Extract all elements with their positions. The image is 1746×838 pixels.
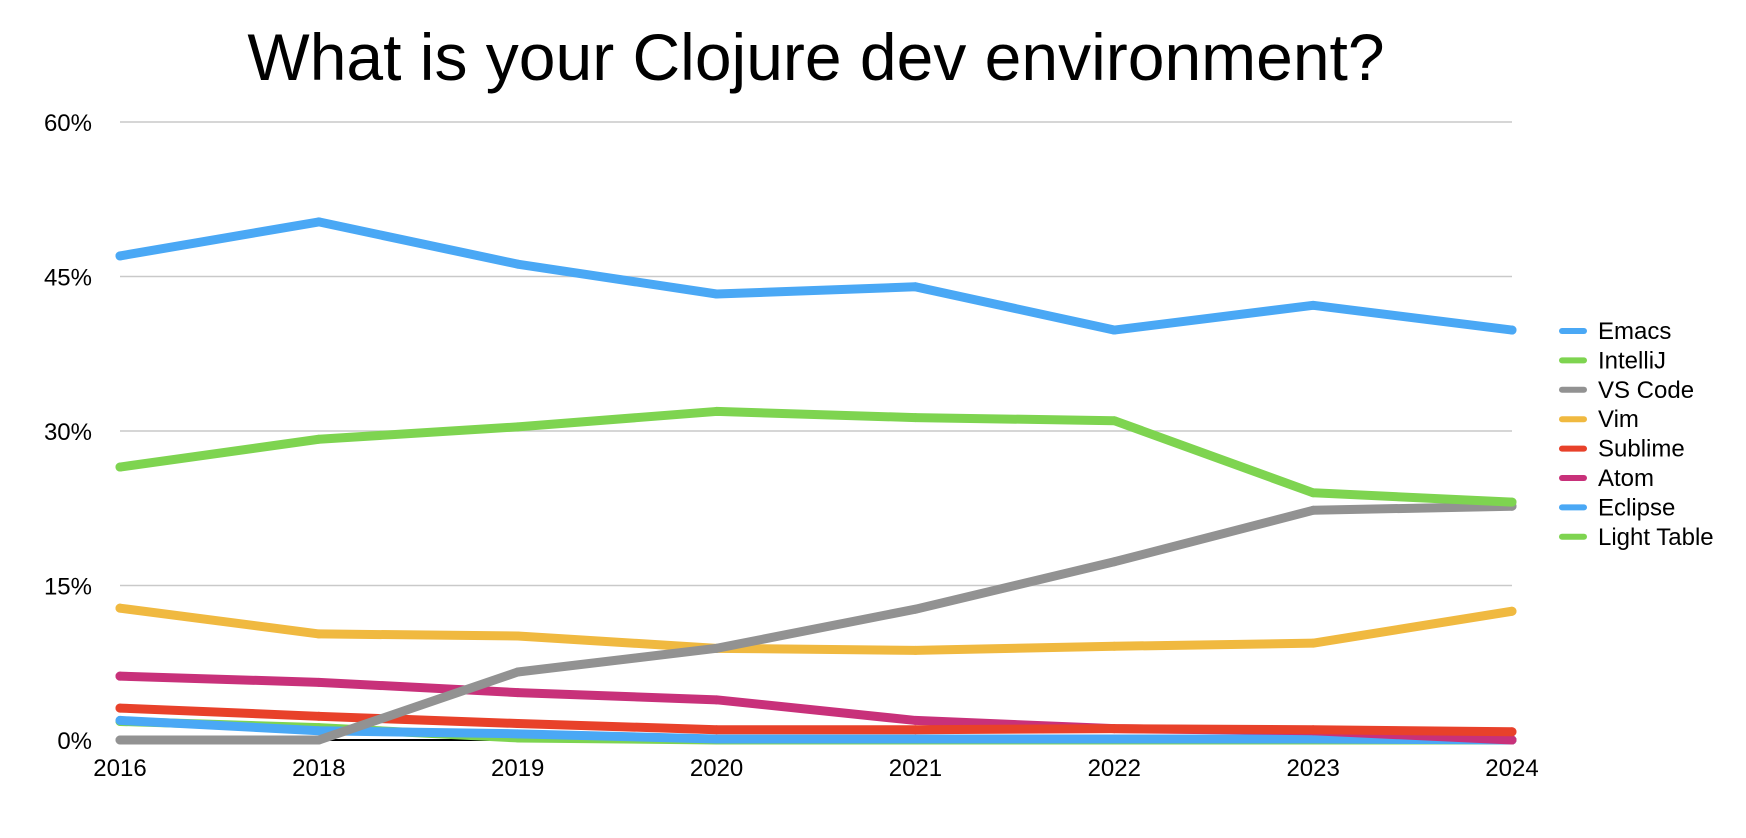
axes: 0% 15% 30% 45% 60% 2016 2018 2019 2020 2021 2022 20… bbox=[44, 110, 1539, 782]
data-point-intellij-2016 bbox=[115, 462, 125, 472]
x-tick-label: 2019 bbox=[491, 755, 544, 782]
data-point-sublime-2018 bbox=[314, 711, 324, 721]
series-intellij bbox=[115, 406, 1517, 507]
data-point-sublime-2020 bbox=[712, 725, 722, 735]
data-point-vs-code-2016 bbox=[115, 735, 125, 745]
data-point-sublime-2021 bbox=[910, 725, 920, 735]
data-point-vim-2021 bbox=[910, 645, 920, 655]
chart-title: What is your Clojure dev environment? bbox=[247, 20, 1384, 94]
data-point-intellij-2021 bbox=[910, 413, 920, 423]
legend-item-emacs: Emacs bbox=[1559, 318, 1671, 345]
x-tick-label: 2018 bbox=[292, 755, 345, 782]
data-point-vim-2023 bbox=[1308, 638, 1318, 648]
data-point-eclipse-2016 bbox=[115, 715, 125, 725]
data-point-vs-code-2018 bbox=[314, 735, 324, 745]
data-point-emacs-2016 bbox=[115, 251, 125, 261]
y-tick-label: 15% bbox=[44, 574, 92, 601]
data-point-sublime-2019 bbox=[513, 719, 523, 729]
data-point-emacs-2024 bbox=[1507, 325, 1517, 335]
data-point-sublime-2024 bbox=[1507, 727, 1517, 737]
data-point-eclipse-2020 bbox=[712, 734, 722, 744]
series-line-sublime bbox=[115, 703, 1517, 737]
legend-label: Light Table bbox=[1598, 524, 1714, 551]
data-point-atom-2018 bbox=[314, 677, 324, 687]
x-tick-label: 2023 bbox=[1286, 755, 1339, 782]
data-point-vim-2016 bbox=[115, 603, 125, 613]
data-point-emacs-2020 bbox=[712, 289, 722, 299]
series-line-vs-code bbox=[115, 501, 1517, 745]
series-lines bbox=[115, 217, 1517, 745]
data-point-vs-code-2020 bbox=[712, 643, 722, 653]
data-point-vs-code-2019 bbox=[513, 667, 523, 677]
legend-item-atom: Atom bbox=[1559, 465, 1654, 492]
legend-label: Atom bbox=[1598, 465, 1654, 492]
data-point-vim-2024 bbox=[1507, 606, 1517, 616]
x-tick-label: 2020 bbox=[690, 755, 743, 782]
data-point-atom-2019 bbox=[513, 688, 523, 698]
legend-item-sublime: Sublime bbox=[1559, 436, 1685, 463]
data-point-eclipse-2022 bbox=[1109, 734, 1119, 744]
legend-label: Eclipse bbox=[1598, 494, 1675, 521]
series-emacs bbox=[115, 217, 1517, 335]
data-point-emacs-2021 bbox=[910, 282, 920, 292]
series-vs-code bbox=[115, 501, 1517, 745]
data-point-intellij-2020 bbox=[712, 406, 722, 416]
legend-label: Sublime bbox=[1598, 436, 1685, 463]
data-point-atom-2020 bbox=[712, 695, 722, 705]
x-tick-label: 2022 bbox=[1088, 755, 1141, 782]
data-point-vim-2019 bbox=[513, 631, 523, 641]
data-point-vs-code-2023 bbox=[1308, 505, 1318, 515]
y-tick-label: 45% bbox=[44, 265, 92, 292]
data-point-sublime-2023 bbox=[1308, 725, 1318, 735]
series-line-vim bbox=[115, 603, 1517, 655]
data-point-atom-2016 bbox=[115, 671, 125, 681]
data-point-intellij-2024 bbox=[1507, 497, 1517, 507]
data-point-atom-2021 bbox=[910, 715, 920, 725]
data-point-eclipse-2021 bbox=[910, 734, 920, 744]
y-tick-label: 30% bbox=[44, 419, 92, 446]
data-point-sublime-2016 bbox=[115, 703, 125, 713]
y-tick-label: 0% bbox=[57, 728, 92, 755]
data-point-vim-2018 bbox=[314, 629, 324, 639]
data-point-emacs-2019 bbox=[513, 259, 523, 269]
data-point-vs-code-2021 bbox=[910, 604, 920, 614]
series-line-intellij bbox=[115, 406, 1517, 507]
legend-label: Emacs bbox=[1598, 318, 1671, 345]
data-point-eclipse-2023 bbox=[1308, 734, 1318, 744]
data-point-intellij-2023 bbox=[1308, 488, 1318, 498]
data-point-emacs-2023 bbox=[1308, 300, 1318, 310]
x-tick-label: 2021 bbox=[889, 755, 942, 782]
data-point-vim-2022 bbox=[1109, 641, 1119, 651]
data-point-atom-2024 bbox=[1507, 735, 1517, 745]
legend-label: VS Code bbox=[1598, 377, 1694, 404]
data-point-eclipse-2018 bbox=[314, 726, 324, 736]
legend-item-intellij: IntelliJ bbox=[1559, 347, 1666, 374]
x-tick-label: 2024 bbox=[1485, 755, 1538, 782]
data-point-intellij-2018 bbox=[314, 434, 324, 444]
legend-item-vim: Vim bbox=[1559, 406, 1639, 433]
y-tick-label: 60% bbox=[44, 110, 92, 137]
data-point-eclipse-2019 bbox=[513, 729, 523, 739]
series-line-emacs bbox=[115, 217, 1517, 335]
data-point-intellij-2022 bbox=[1109, 416, 1119, 426]
data-point-sublime-2022 bbox=[1109, 724, 1119, 734]
legend-item-vs-code: VS Code bbox=[1559, 377, 1694, 404]
legend-item-eclipse: Eclipse bbox=[1559, 494, 1675, 521]
data-point-intellij-2019 bbox=[513, 422, 523, 432]
data-point-emacs-2018 bbox=[314, 217, 324, 227]
data-point-emacs-2022 bbox=[1109, 325, 1119, 335]
legend-label: Vim bbox=[1598, 406, 1639, 433]
legend-label: IntelliJ bbox=[1598, 347, 1666, 374]
series-sublime bbox=[115, 703, 1517, 737]
x-tick-label: 2016 bbox=[93, 755, 146, 782]
legend-item-light-table: Light Table bbox=[1559, 524, 1714, 551]
data-point-vs-code-2022 bbox=[1109, 557, 1119, 567]
